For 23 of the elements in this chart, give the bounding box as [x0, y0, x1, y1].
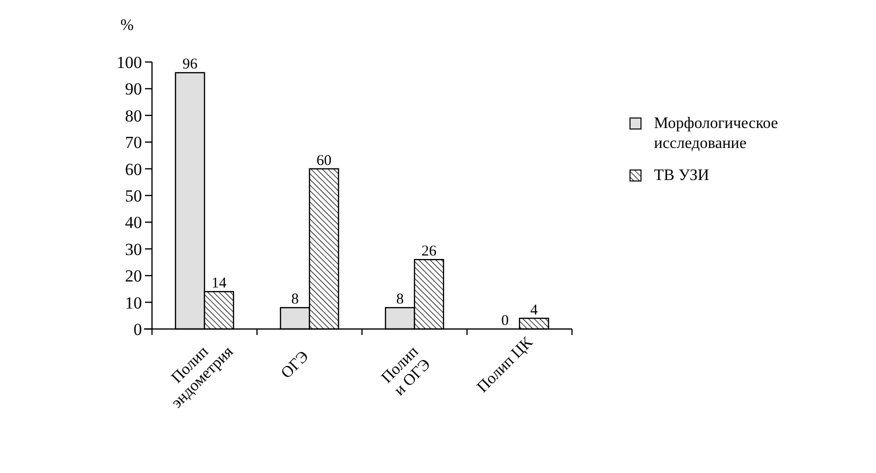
y-tick-label: 70 [125, 133, 142, 152]
y-tick-label: 20 [125, 266, 142, 286]
y-tick-label: 90 [125, 80, 142, 99]
x-tick-label: ОГЭ [278, 348, 312, 382]
y-tick-label: 40 [125, 213, 142, 232]
legend-label: Морфологическое исследование [654, 115, 778, 152]
data-label: 14 [212, 276, 227, 292]
y-tick-label: 30 [125, 240, 142, 259]
data-label: 60 [316, 152, 332, 169]
y-axis-title: % [120, 17, 134, 34]
data-label: 96 [182, 56, 198, 73]
y-tick-label: 0 [134, 320, 142, 339]
data-label: 8 [291, 292, 299, 308]
data-label: 0 [501, 313, 509, 329]
data-label: 8 [396, 292, 404, 308]
data-label: 26 [422, 244, 437, 260]
y-tick-label: 60 [125, 160, 142, 179]
y-tick-label: 100 [116, 52, 142, 72]
y-tick-label: 50 [125, 186, 142, 206]
y-tick-label: 80 [125, 106, 142, 126]
y-tick-label: 10 [125, 293, 142, 312]
legend-label: ТВ УЗИ [654, 167, 710, 184]
data-label: 4 [530, 302, 538, 318]
